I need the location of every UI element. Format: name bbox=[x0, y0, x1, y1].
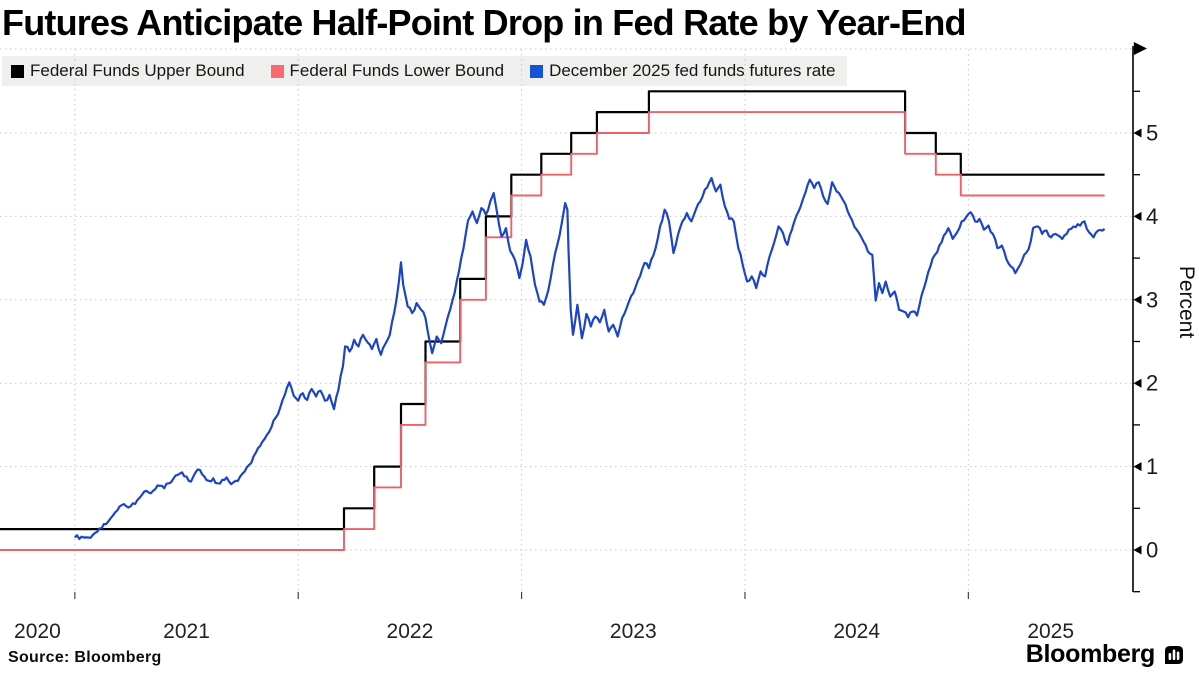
page-title: Futures Anticipate Half-Point Drop in Fe… bbox=[2, 2, 967, 43]
y-major-tick bbox=[1133, 211, 1142, 221]
legend-item-0: Federal Funds Upper Bound bbox=[11, 61, 245, 81]
legend-label: Federal Funds Lower Bound bbox=[289, 61, 505, 80]
y-axis-label: 0 bbox=[1146, 538, 1158, 563]
bloomberg-wordmark: Bloomberg bbox=[1025, 640, 1156, 668]
bloomberg-mark-icon bbox=[1165, 645, 1183, 664]
source-note: Source: Bloomberg bbox=[8, 649, 162, 666]
chart-legend: Federal Funds Upper Bound Federal Funds L… bbox=[2, 56, 848, 86]
y-axis-label: 5 bbox=[1146, 121, 1158, 146]
x-axis-label: 2022 bbox=[387, 620, 434, 643]
y-axis-title: Percent bbox=[1175, 266, 1198, 339]
x-axis-label: 2020 bbox=[14, 620, 61, 643]
legend-swatch-icon bbox=[530, 64, 544, 78]
y-major-tick bbox=[1133, 545, 1142, 555]
series-line-0 bbox=[0, 90, 1105, 531]
y-axis-label: 2 bbox=[1146, 371, 1158, 396]
legend-swatch-icon bbox=[11, 64, 24, 78]
y-major-tick bbox=[1133, 295, 1142, 305]
bloomberg-logo: Bloomberg bbox=[1026, 640, 1185, 669]
legend-swatch-icon bbox=[270, 64, 284, 78]
x-axis-label: 2024 bbox=[833, 620, 880, 643]
series-line-2 bbox=[74, 176, 1106, 541]
series-line-1 bbox=[0, 111, 1105, 551]
legend-label: December 2025 fed funds futures rate bbox=[549, 61, 836, 80]
y-axis-label: 3 bbox=[1146, 287, 1158, 312]
y-major-tick bbox=[1133, 128, 1142, 138]
x-axis-label: 2025 bbox=[1027, 620, 1074, 643]
y-major-tick bbox=[1133, 378, 1142, 388]
legend-item-2: December 2025 fed funds futures rate bbox=[530, 61, 835, 81]
legend-item-1: Federal Funds Lower Bound bbox=[270, 61, 505, 81]
legend-label: Federal Funds Upper Bound bbox=[30, 61, 245, 80]
y-axis-arrow-icon bbox=[1133, 42, 1147, 55]
y-major-tick bbox=[1133, 462, 1142, 472]
y-axis-label: 1 bbox=[1146, 454, 1158, 479]
x-axis-label: 2021 bbox=[163, 620, 210, 643]
x-axis-label: 2023 bbox=[610, 620, 657, 643]
y-axis-label: 4 bbox=[1146, 204, 1158, 229]
